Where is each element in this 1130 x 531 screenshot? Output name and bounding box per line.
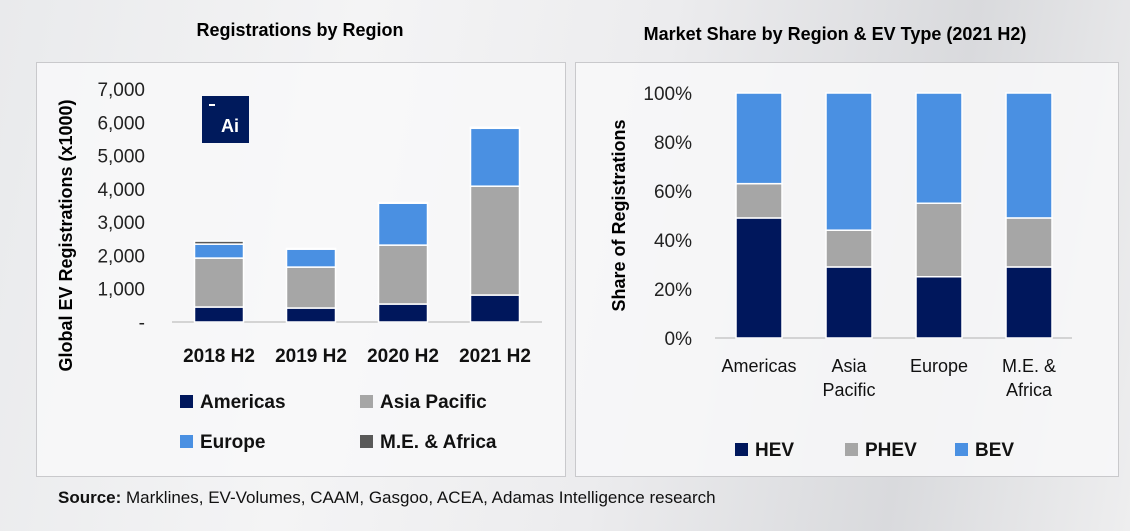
bar-segment-phev — [1005, 217, 1053, 268]
legend-swatch-asia-pacific — [360, 395, 373, 408]
bar-segment-phev — [825, 229, 873, 268]
y-tick-label: 4,000 — [97, 180, 145, 201]
source-note: Source: Marklines, EV-Volumes, CAAM, Gas… — [58, 488, 716, 507]
bar-segment-phev — [735, 182, 783, 219]
y-tick-label: 100% — [643, 84, 692, 105]
y-axis-title: Share of Registrations — [609, 119, 629, 311]
bar-segment-asia-pacific — [193, 257, 245, 308]
bar-segment-bev — [1005, 92, 1053, 219]
y-tick-label: 80% — [654, 133, 692, 154]
legend-label: Europe — [200, 432, 265, 453]
legend-label: M.E. & Africa — [380, 432, 497, 453]
y-tick-label: 0% — [665, 329, 693, 350]
bar-segment-phev — [915, 202, 963, 278]
legend-swatch-americas — [180, 395, 193, 408]
bar-segment-europe — [469, 127, 521, 187]
bar-segment-americas — [377, 303, 429, 323]
bar-segment-m-e-africa — [469, 126, 521, 130]
bar-segment-europe — [285, 248, 337, 268]
bar-segment-asia-pacific — [469, 185, 521, 296]
x-tick-label: 2018 H2 — [183, 346, 255, 367]
x-tick-label: M.E. & — [1002, 356, 1056, 376]
bar-segment-americas — [469, 294, 521, 323]
x-tick-label: Africa — [1006, 380, 1053, 400]
legend-swatch-m-e-africa — [360, 435, 373, 448]
bar-segment-hev — [735, 217, 783, 339]
bar-segment-bev — [735, 92, 783, 185]
y-tick-label: 3,000 — [97, 213, 145, 234]
x-tick-label: Americas — [721, 356, 796, 376]
bar-segment-m-e-africa — [285, 247, 337, 250]
y-tick-label: 6,000 — [97, 113, 145, 134]
y-tick-label: 5,000 — [97, 147, 145, 168]
legend-label: Asia Pacific — [380, 392, 487, 413]
y-tick-label: 20% — [654, 280, 692, 301]
bar-segment-m-e-africa — [193, 240, 245, 245]
bar-segment-asia-pacific — [377, 244, 429, 305]
bar-segment-europe — [193, 243, 245, 259]
legend-swatch-hev — [735, 443, 748, 456]
bar-segment-asia-pacific — [285, 266, 337, 309]
legend-label: HEV — [755, 440, 794, 461]
legend-swatch-phev — [845, 443, 858, 456]
legend-label: PHEV — [865, 440, 917, 461]
right-chart-title: Market Share by Region & EV Type (2021 H… — [643, 24, 1027, 44]
bar-segment-hev — [915, 276, 963, 339]
y-tick-label: 60% — [654, 182, 692, 203]
x-tick-label: 2020 H2 — [367, 346, 439, 367]
bar-segment-bev — [915, 92, 963, 204]
left-chart-title: Registrations by Region — [196, 20, 404, 40]
ai-logo: Ai — [202, 96, 249, 143]
legend-swatch-bev — [955, 443, 968, 456]
y-tick-label: 40% — [654, 231, 692, 252]
x-tick-label: 2021 H2 — [459, 346, 531, 367]
y-tick-label: - — [139, 313, 145, 334]
legend-swatch-europe — [180, 435, 193, 448]
bar-segment-bev — [825, 92, 873, 231]
x-tick-label: Pacific — [822, 380, 875, 400]
x-tick-label: 2019 H2 — [275, 346, 347, 367]
legend-label: Americas — [200, 392, 286, 413]
bar-segment-hev — [1005, 266, 1053, 339]
legend-label: BEV — [975, 440, 1014, 461]
y-axis-title: Global EV Registrations (x1000) — [56, 99, 76, 371]
bar-segment-europe — [377, 202, 429, 246]
x-tick-label: Europe — [910, 356, 968, 376]
x-tick-label: Asia — [831, 356, 867, 376]
bar-segment-m-e-africa — [377, 201, 429, 204]
bar-segment-americas — [193, 306, 245, 323]
y-tick-label: 1,000 — [97, 280, 145, 301]
bar-segment-americas — [285, 307, 337, 323]
y-tick-label: 2,000 — [97, 246, 145, 267]
y-tick-label: 7,000 — [97, 80, 145, 101]
bar-segment-hev — [825, 266, 873, 339]
